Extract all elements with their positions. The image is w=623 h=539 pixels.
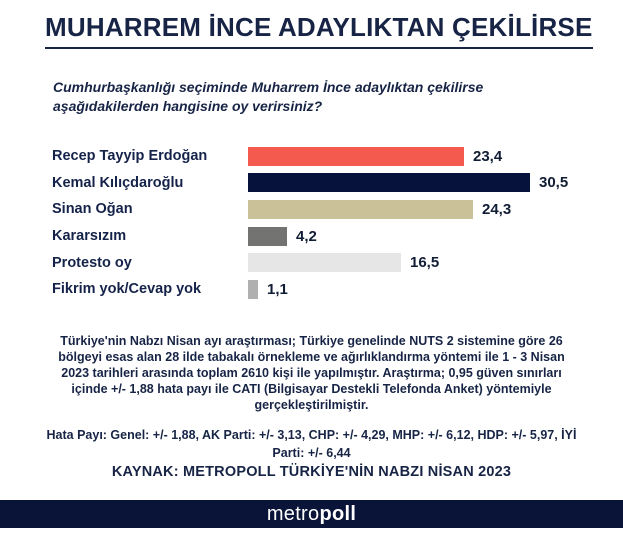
- chart-rows: Recep Tayyip Erdoğan 23,4 Kemal Kılıçdar…: [52, 143, 613, 303]
- chart-row: Fikrim yok/Cevap yok 1,1: [52, 276, 613, 303]
- bar-chart: Recep Tayyip Erdoğan 23,4 Kemal Kılıçdar…: [52, 143, 613, 303]
- bar: [248, 146, 464, 166]
- chart-row: Protesto oy 16,5: [52, 249, 613, 276]
- category-label: Sinan Oğan: [52, 201, 133, 218]
- category-label: Kemal Kılıçdaroğlu: [52, 174, 184, 191]
- value-label: 23,4: [473, 147, 503, 165]
- chart-row: Kemal Kılıçdaroğlu 30,5: [52, 170, 613, 197]
- poll-question: Cumhurbaşkanlığı seçiminde Muharrem İnce…: [53, 79, 484, 114]
- bar: [248, 226, 287, 246]
- bar: [248, 279, 258, 299]
- value-label: 30,5: [539, 174, 569, 192]
- logo-text-bold: poll: [319, 503, 357, 525]
- value-label: 24,3: [482, 200, 512, 218]
- methodology-note: Türkiye'nin Nabzı Nisan ayı araştırması;…: [58, 334, 565, 412]
- chart-row: Kararsızım 4,2: [52, 223, 613, 250]
- metropoll-logo: metropoll: [267, 500, 356, 528]
- bar: [248, 253, 401, 273]
- category-label: Recep Tayyip Erdoğan: [52, 148, 208, 165]
- bar: [248, 199, 473, 219]
- value-label: 4,2: [296, 227, 317, 245]
- value-label: 1,1: [267, 280, 288, 298]
- margin-of-error-note: Hata Payı: Genel: +/- 1,88, AK Parti: +/…: [46, 428, 577, 460]
- logo-text-regular: metro: [266, 503, 320, 525]
- source-line: KAYNAK: METROPOLL TÜRKİYE'NİN NABZI NİSA…: [111, 464, 512, 480]
- bar: [248, 173, 530, 193]
- category-label: Kararsızım: [52, 228, 127, 245]
- chart-row: Sinan Oğan 24,3: [52, 196, 613, 223]
- category-label: Fikrim yok/Cevap yok: [52, 281, 202, 298]
- footer-band: metropoll: [0, 500, 623, 528]
- chart-row: Recep Tayyip Erdoğan 23,4: [52, 143, 613, 170]
- page-title: MUHARREM İNCE ADAYLIKTAN ÇEKİLİRSE: [45, 12, 593, 49]
- category-label: Protesto oy: [52, 254, 132, 271]
- value-label: 16,5: [410, 254, 440, 272]
